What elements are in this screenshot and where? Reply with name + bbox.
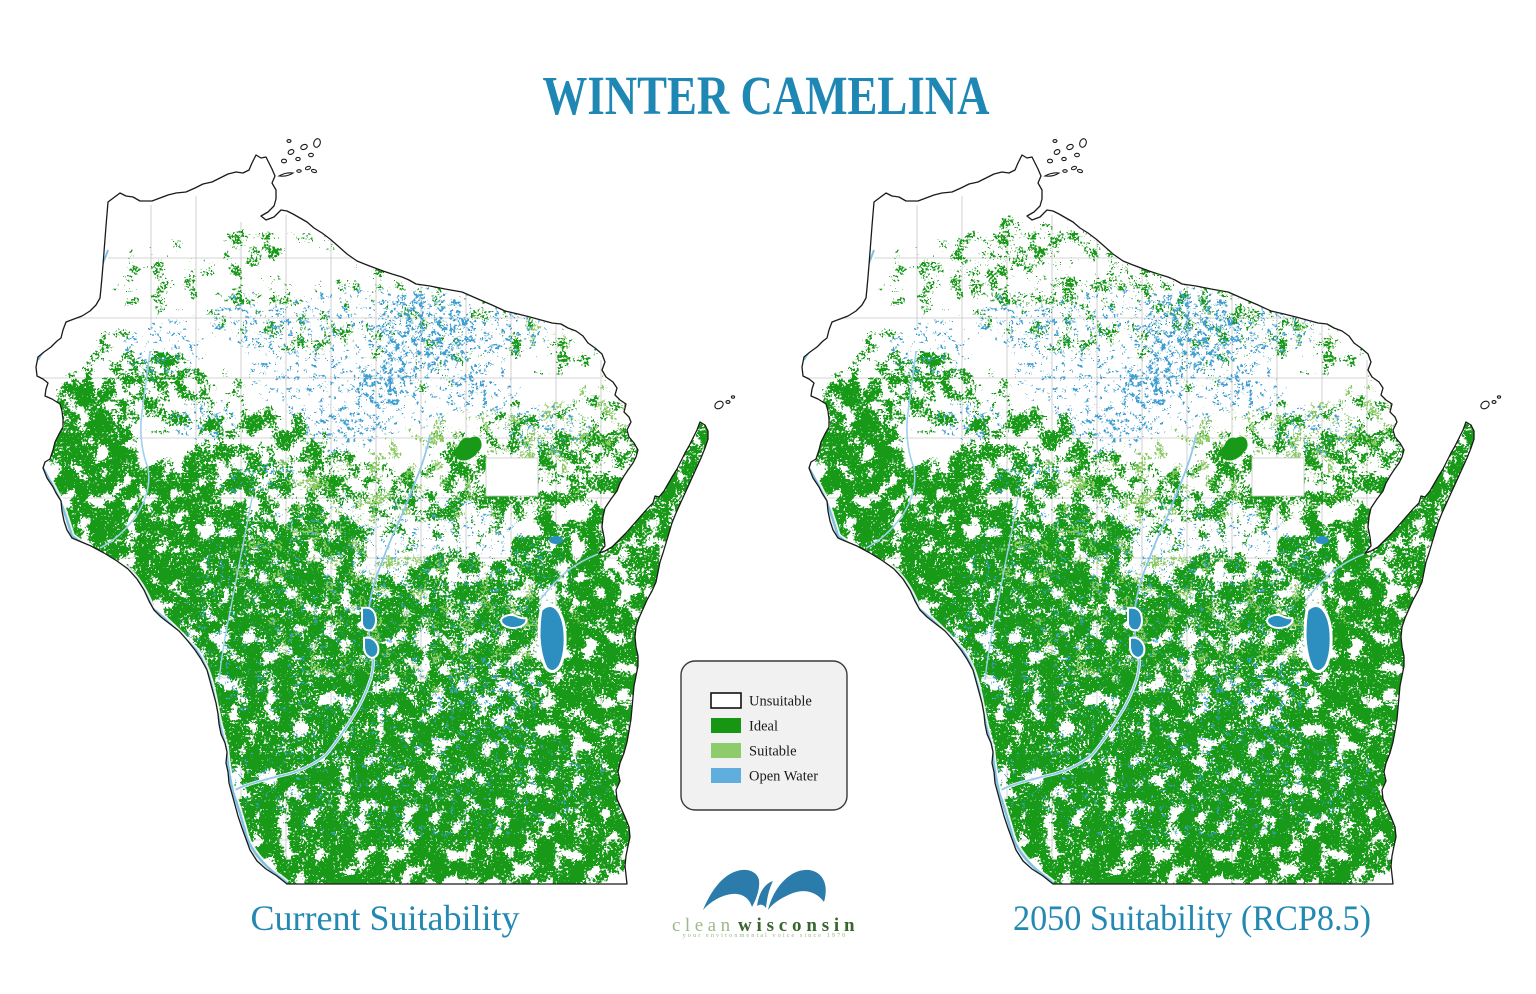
svg-text:Ideal: Ideal <box>749 719 778 735</box>
svg-text:Current Suitability: Current Suitability <box>251 898 520 938</box>
svg-text:2050 Suitability (RCP8.5): 2050 Suitability (RCP8.5) <box>1013 898 1371 938</box>
svg-text:wisconsin: wisconsin <box>738 915 859 936</box>
svg-text:Unsuitable: Unsuitable <box>749 694 812 710</box>
svg-text:Suitable: Suitable <box>749 744 797 760</box>
svg-text:clean: clean <box>672 915 735 936</box>
svg-text:Open Water: Open Water <box>749 769 818 785</box>
svg-text:your environmental voice si: your environmental voice since 1970 <box>683 932 848 939</box>
svg-text:WINTER CAMELINA: WINTER CAMELINA <box>543 65 990 126</box>
